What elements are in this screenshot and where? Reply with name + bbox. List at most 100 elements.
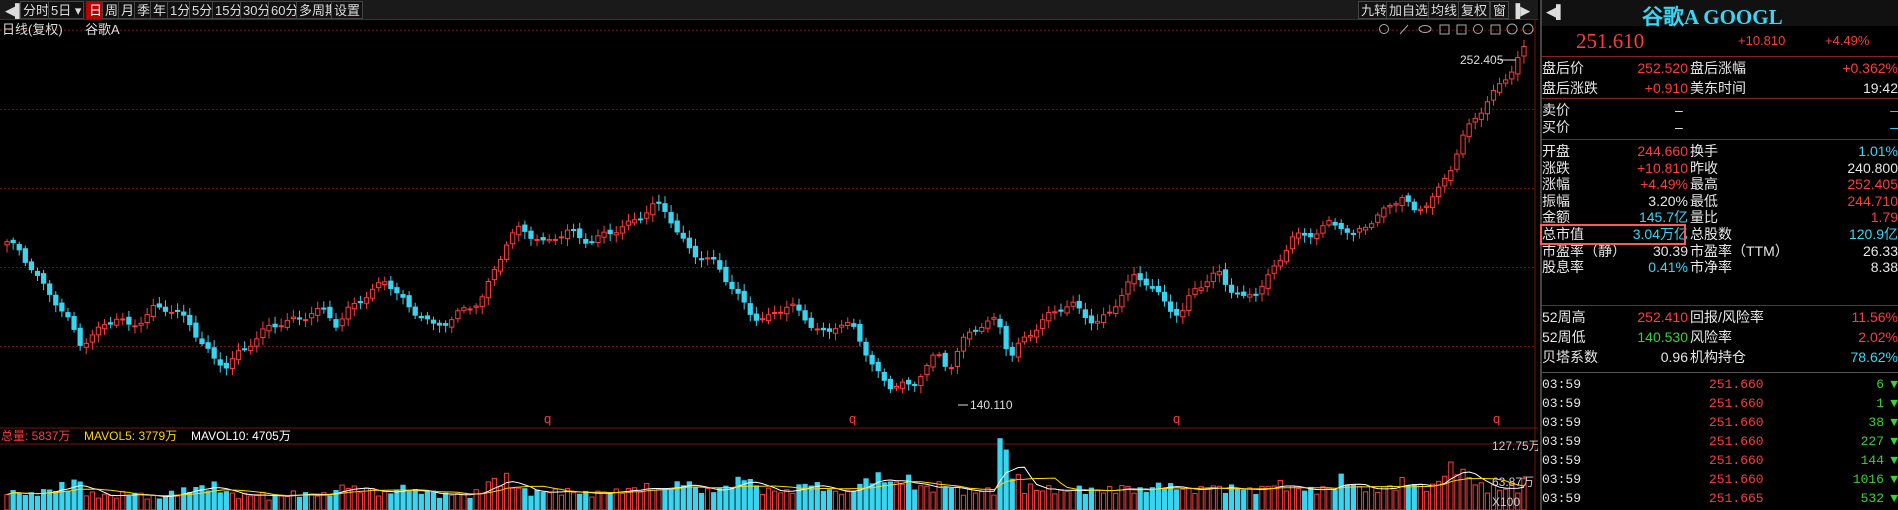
volume-bar (717, 487, 723, 510)
candle (570, 223, 577, 238)
candle-body (1344, 228, 1350, 233)
volume-bar (89, 491, 95, 510)
kline-chart-svg[interactable]: 日线(复权) 谷歌A 258.644233.689208.735183.7801… (0, 20, 1538, 510)
next-arrow-icon[interactable]: ▐▶ (1511, 3, 1531, 18)
candle-body (997, 318, 1003, 328)
volume-bar (34, 495, 41, 510)
candle-body (1234, 292, 1241, 295)
volume-bar (59, 482, 65, 510)
candle-body (406, 295, 412, 308)
candle-body (717, 260, 723, 270)
candle-body (1295, 232, 1302, 239)
moving-average-button[interactable]: 均线 (1428, 1, 1461, 19)
candle (1509, 65, 1515, 85)
stock-name: 谷歌A GOOGL (1642, 5, 1783, 29)
candle-body (229, 358, 236, 369)
volume-bar (1356, 486, 1363, 510)
candle (1082, 302, 1088, 325)
volume-bar (345, 488, 351, 510)
candle (1350, 229, 1357, 242)
prev-stock-icon[interactable]: ◀▌ (1546, 4, 1566, 19)
volume-bar (784, 489, 790, 510)
volume-bar (272, 494, 278, 510)
zoom-out-icon[interactable] (1522, 23, 1534, 35)
tab-15min[interactable]: 15分 (212, 1, 246, 19)
candle-body (47, 283, 53, 295)
stat-label: 涨幅 (1542, 176, 1570, 193)
last-price: 251.610 (1576, 29, 1645, 53)
stat-row: 涨跌 +10.810 昨收 240.800 (1542, 158, 1898, 178)
candle (772, 305, 778, 320)
lock-icon[interactable] (1456, 24, 1467, 35)
hand-icon[interactable] (1473, 24, 1483, 34)
stat-value: 244.710 (1847, 192, 1898, 209)
candle (918, 373, 924, 394)
price-change: +10.810 (1738, 33, 1786, 48)
candle-body (1429, 196, 1436, 209)
candle-body (1484, 101, 1491, 115)
tab-quarterly[interactable]: 季 (134, 1, 154, 19)
candle (765, 307, 772, 325)
candle (973, 326, 979, 336)
candle (138, 316, 144, 333)
volume-bar (1143, 491, 1149, 510)
stat-label: 机构持仓 (1690, 349, 1746, 365)
candle-body (741, 290, 747, 303)
volume-bar (534, 489, 540, 510)
volume-bar (753, 485, 759, 510)
tab-intraday[interactable]: 分时 (20, 1, 53, 19)
candle-body (692, 245, 699, 258)
volume-bar (656, 488, 662, 510)
volume-bar (1003, 449, 1009, 510)
quarter-markers: q q q q (544, 411, 1500, 426)
tab-monthly[interactable]: 月 (118, 1, 138, 19)
tab-weekly[interactable]: 周 (102, 1, 122, 19)
candle (790, 297, 796, 313)
tab-5day[interactable]: 5日 ▾ (48, 1, 84, 19)
candle-body (211, 347, 217, 359)
zoom-in-icon[interactable] (1506, 23, 1518, 35)
candle-body (1448, 170, 1454, 181)
candle-body (778, 311, 784, 314)
candle (1204, 274, 1210, 293)
kline-chart[interactable]: 日线(复权) 谷歌A 258.644233.689208.735183.7801… (0, 20, 1538, 510)
candle-body (1027, 335, 1034, 338)
stat-label: 最低 (1690, 192, 1718, 209)
candle-body (772, 311, 778, 314)
copy-icon[interactable] (1490, 24, 1501, 35)
volume-bar (461, 492, 467, 510)
volume-axis-label: X100 (1492, 495, 1520, 509)
stat-label: 开盘 (1542, 143, 1570, 159)
candle (187, 308, 193, 332)
eye-icon[interactable] (1418, 25, 1432, 33)
tab-multi-period[interactable]: 多周期 (296, 1, 342, 19)
volume-bar (1332, 489, 1338, 510)
candle (778, 305, 784, 320)
tab-1min[interactable]: 1分 (167, 1, 194, 19)
volume-bar (333, 489, 339, 510)
volume-bar (735, 476, 741, 510)
jiuzhuan-button[interactable]: 九转 (1358, 1, 1391, 19)
stat-value: 30.39 (1652, 242, 1688, 259)
window-button[interactable]: 窗 (1490, 1, 1510, 19)
settings-button[interactable]: 设置 (331, 1, 364, 19)
pen-icon[interactable] (1399, 24, 1409, 35)
gear-icon[interactable] (1379, 24, 1389, 34)
candle (1344, 224, 1350, 240)
volume-bar (120, 490, 126, 510)
candle (1149, 279, 1155, 292)
candle-body (1253, 293, 1259, 296)
volume-bar (1460, 468, 1466, 510)
add-watchlist-button[interactable]: 加自选 (1386, 1, 1432, 19)
candle-body (40, 273, 47, 284)
tab-yearly[interactable]: 年 (150, 1, 170, 19)
adjust-button[interactable]: 复权 (1458, 1, 1491, 19)
candle (1289, 231, 1296, 254)
candle (132, 319, 138, 334)
prev-arrow-icon[interactable]: ◀▌ (5, 3, 25, 18)
candle (1046, 306, 1052, 329)
candle-body (644, 212, 650, 219)
trash-icon[interactable] (1439, 24, 1450, 35)
candle-body (973, 329, 979, 332)
candle-body (1247, 294, 1253, 298)
